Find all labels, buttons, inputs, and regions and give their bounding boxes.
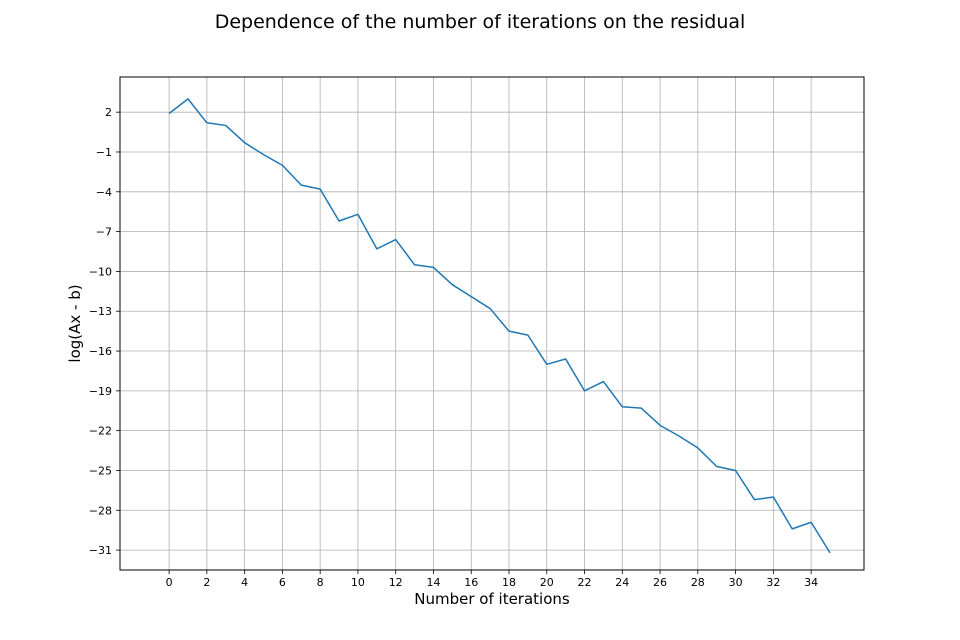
x-tick-label: 10 [351,576,365,589]
y-tick-label: −25 [89,464,112,477]
y-axis: 2 −1 −4 −7 −10 −13 −16 −19 −22 −25 −28 −31 [89,106,120,557]
x-tick-label: 18 [502,576,516,589]
x-tick-label: 28 [691,576,705,589]
x-tick-label: 34 [804,576,818,589]
y-tick-label: 2 [105,106,112,119]
x-tick-label: 26 [653,576,667,589]
y-tick-label: −22 [89,425,112,438]
x-tick-label: 16 [464,576,478,589]
x-tick-label: 32 [766,576,780,589]
series-layer [168,98,831,554]
y-tick-label: −16 [89,345,112,358]
y-tick-label: −1 [96,146,112,159]
x-tick-label: 24 [615,576,629,589]
x-tick-label: 30 [729,576,743,589]
x-tick-label: 8 [317,576,324,589]
x-tick-label: 6 [279,576,286,589]
x-tick-label: 0 [166,576,173,589]
chart-title: Dependence of the number of iterations o… [215,11,746,33]
y-axis-label: log(Ax - b) [66,284,84,362]
x-axis: 0 2 4 6 8 10 12 14 16 18 20 22 24 26 28 30 32 34 [166,570,818,589]
y-tick-label: −10 [89,265,112,278]
grid-layer [120,77,864,570]
y-tick-label: −13 [89,305,112,318]
x-tick-label: 20 [540,576,554,589]
y-tick-label: −7 [96,226,112,239]
x-axis-label: Number of iterations [414,590,570,608]
y-tick-label: −31 [89,544,112,557]
x-tick-label: 12 [389,576,403,589]
series-line [168,98,831,554]
plot-frame [119,76,865,571]
x-tick-label: 22 [578,576,592,589]
x-tick-label: 4 [241,576,248,589]
x-tick-label: 14 [426,576,440,589]
plot-area [119,76,865,571]
x-tick-label: 2 [203,576,210,589]
plot-background [120,77,864,570]
y-tick-label: −4 [96,186,112,199]
y-tick-label: −28 [89,504,112,517]
y-tick-label: −19 [89,385,112,398]
